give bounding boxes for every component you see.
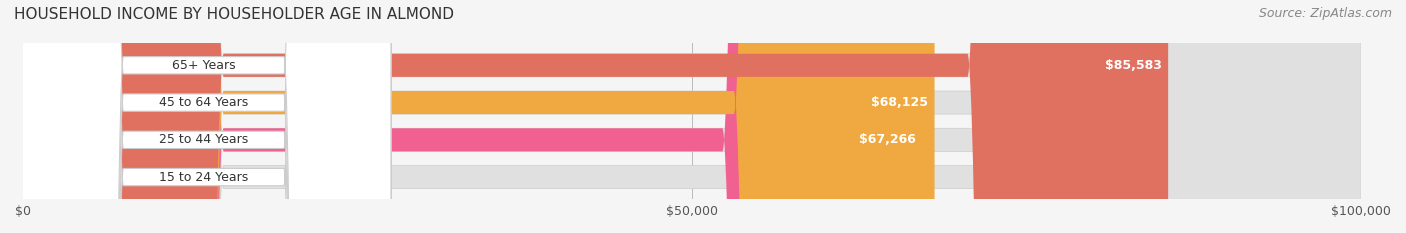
FancyBboxPatch shape — [17, 0, 391, 233]
FancyBboxPatch shape — [22, 0, 1361, 233]
Text: $67,266: $67,266 — [859, 133, 917, 146]
Text: HOUSEHOLD INCOME BY HOUSEHOLDER AGE IN ALMOND: HOUSEHOLD INCOME BY HOUSEHOLDER AGE IN A… — [14, 7, 454, 22]
FancyBboxPatch shape — [22, 0, 1361, 233]
FancyBboxPatch shape — [22, 0, 1361, 233]
FancyBboxPatch shape — [22, 0, 924, 233]
FancyBboxPatch shape — [22, 0, 935, 233]
Text: 25 to 44 Years: 25 to 44 Years — [159, 133, 249, 146]
FancyBboxPatch shape — [17, 0, 391, 233]
FancyBboxPatch shape — [17, 0, 391, 233]
Text: $0: $0 — [44, 171, 60, 184]
Text: 65+ Years: 65+ Years — [172, 59, 235, 72]
FancyBboxPatch shape — [22, 0, 1168, 233]
FancyBboxPatch shape — [22, 0, 1361, 233]
Text: 45 to 64 Years: 45 to 64 Years — [159, 96, 249, 109]
Text: Source: ZipAtlas.com: Source: ZipAtlas.com — [1258, 7, 1392, 20]
Text: 15 to 24 Years: 15 to 24 Years — [159, 171, 249, 184]
Text: $68,125: $68,125 — [870, 96, 928, 109]
FancyBboxPatch shape — [17, 0, 391, 233]
Text: $85,583: $85,583 — [1105, 59, 1161, 72]
